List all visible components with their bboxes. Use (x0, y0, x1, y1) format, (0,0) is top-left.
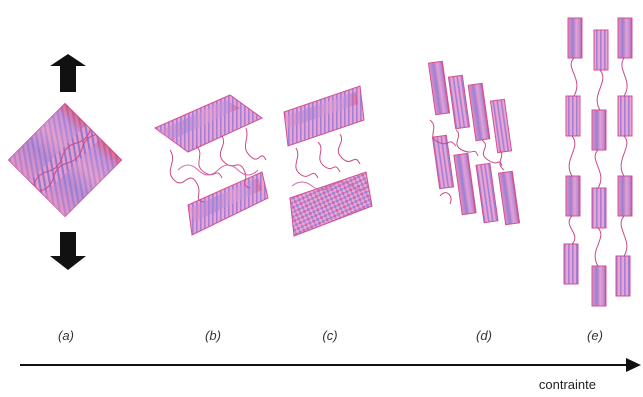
axis-label: contrainte (539, 377, 596, 392)
stage-label-e: (e) (587, 328, 603, 343)
tension-arrow-up-icon (50, 54, 86, 92)
lamella-stack-a (7, 102, 123, 218)
stage-label-b: (b) (205, 328, 221, 343)
stage-label-d: (d) (476, 328, 492, 343)
stage-b-structure (154, 94, 269, 236)
stage-d-structure (427, 60, 521, 226)
tension-arrow-down-icon (50, 232, 86, 270)
stage-e-structure (563, 17, 633, 307)
axis-arrowhead-icon (626, 358, 641, 372)
stage-a-structure (7, 54, 123, 270)
stage-c-structure (283, 85, 373, 237)
stress-axis (20, 358, 641, 372)
stage-label-c: (c) (322, 328, 337, 343)
stage-label-a: (a) (58, 328, 74, 343)
